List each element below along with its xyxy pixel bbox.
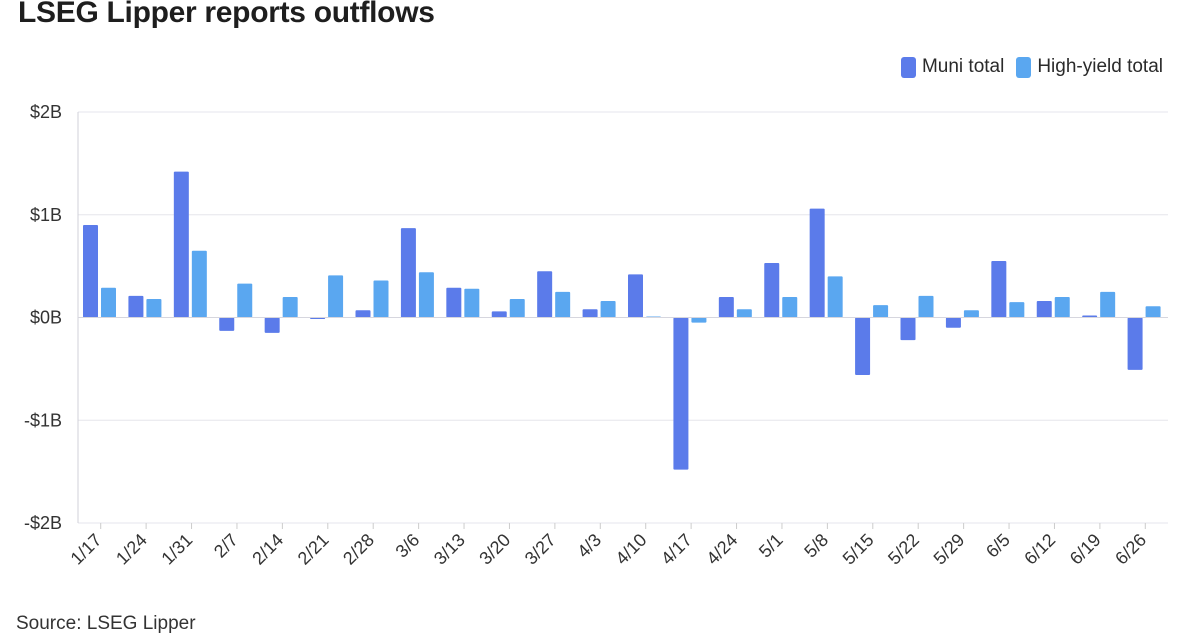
legend-swatch-high-yield	[1016, 56, 1032, 78]
bar-high-yield	[282, 296, 298, 318]
bar-high-yield	[1009, 302, 1025, 318]
bar-muni	[718, 296, 734, 318]
x-tick-label: 5/1	[755, 530, 787, 562]
bar-muni	[355, 310, 371, 318]
y-tick-label: $0B	[30, 308, 62, 328]
bar-high-yield	[691, 317, 707, 323]
y-axis-ticks: $2B $1B $0B -$1B -$2B	[24, 102, 62, 533]
x-tick-label: 1/17	[67, 530, 106, 569]
bar-muni	[83, 225, 98, 318]
legend: Muni total High-yield total	[900, 56, 1163, 78]
bar-high-yield	[873, 305, 889, 318]
bar-muni	[900, 317, 916, 341]
bar-high-yield	[1100, 291, 1116, 318]
bar-muni	[128, 295, 144, 318]
bar-high-yield	[146, 299, 162, 318]
bar-muni	[400, 228, 416, 318]
bar-muni	[1036, 301, 1052, 318]
x-tick-label: 6/26	[1111, 530, 1150, 569]
x-tick-label: 5/15	[839, 530, 878, 569]
bar-muni	[764, 263, 780, 318]
bar-muni	[628, 274, 643, 318]
x-tick-label: 3/27	[521, 530, 560, 569]
bar-muni	[446, 287, 462, 318]
bar-high-yield	[1054, 296, 1070, 318]
bar-high-yield	[464, 288, 480, 318]
bar-muni	[491, 311, 507, 318]
y-tick-label: -$1B	[24, 410, 62, 430]
x-tick-label: 5/22	[884, 530, 923, 569]
x-tick-label: 3/13	[430, 530, 469, 569]
x-tick-label: 3/6	[392, 530, 424, 562]
x-axis	[77, 112, 1168, 523]
bar-high-yield	[101, 287, 116, 318]
x-tick-label: 6/12	[1020, 530, 1059, 569]
bar-high-yield	[827, 276, 843, 318]
bar-muni	[582, 309, 598, 318]
legend-label-high-yield: High-yield total	[1037, 56, 1163, 77]
bar-muni	[809, 208, 825, 318]
legend-label-muni: Muni total	[921, 56, 1005, 77]
legend-item-high-yield[interactable]: High-yield total	[1016, 56, 1163, 78]
x-tick-label: 6/5	[982, 530, 1014, 562]
x-tick-label: 5/8	[800, 530, 832, 562]
x-tick-label: 1/24	[112, 530, 151, 569]
bar-high-yield	[328, 275, 344, 318]
x-axis-ticks: 1/17 1/24 1/31 2/7 2/14 2/21 2/28 3/6 3/13 3/20 3/…	[67, 523, 1150, 569]
chart-title: LSEG Lipper reports outflows	[18, 0, 435, 29]
x-tick-label: 5/29	[930, 530, 969, 569]
x-tick-label: 4/24	[702, 530, 741, 569]
bar-muni	[537, 271, 553, 318]
bars	[83, 171, 1161, 470]
bar-muni	[673, 317, 689, 470]
bar-high-yield	[191, 250, 207, 318]
x-tick-label: 2/14	[248, 530, 287, 569]
bar-high-yield	[418, 272, 434, 318]
y-tick-label: $1B	[30, 205, 62, 225]
bar-high-yield	[782, 296, 798, 318]
bar-high-yield	[509, 299, 525, 318]
x-tick-label: 3/20	[475, 530, 514, 569]
y-tick-label: $2B	[30, 102, 62, 122]
bar-high-yield	[373, 280, 389, 318]
legend-item-muni[interactable]: Muni total	[900, 56, 1005, 78]
x-tick-label: 2/7	[210, 530, 242, 562]
bar-high-yield	[1145, 306, 1161, 318]
source-note: Source: LSEG Lipper	[16, 613, 196, 634]
x-tick-label: 4/10	[612, 530, 651, 569]
bar-muni	[1082, 315, 1098, 318]
x-tick-label: 2/21	[294, 530, 333, 569]
y-tick-label: -$2B	[24, 513, 62, 533]
gridlines	[78, 111, 1168, 524]
legend-swatch-muni	[900, 56, 916, 78]
bar-muni	[1127, 317, 1143, 370]
bar-muni	[219, 317, 235, 331]
bar-high-yield	[555, 291, 571, 318]
bar-high-yield	[600, 301, 616, 318]
x-tick-label: 4/3	[573, 530, 605, 562]
bar-muni	[991, 260, 1007, 318]
bar-muni	[855, 317, 871, 376]
bar-high-yield	[918, 295, 934, 318]
bar-muni	[945, 317, 961, 328]
x-tick-label: 4/17	[657, 530, 696, 569]
x-tick-label: 1/31	[157, 530, 196, 569]
x-tick-label: 2/28	[339, 530, 378, 569]
bar-high-yield	[237, 283, 253, 318]
bar-muni	[173, 171, 189, 318]
x-tick-label: 6/19	[1066, 530, 1105, 569]
bar-high-yield	[736, 309, 752, 318]
bar-high-yield	[963, 310, 979, 318]
bar-muni	[264, 317, 280, 333]
